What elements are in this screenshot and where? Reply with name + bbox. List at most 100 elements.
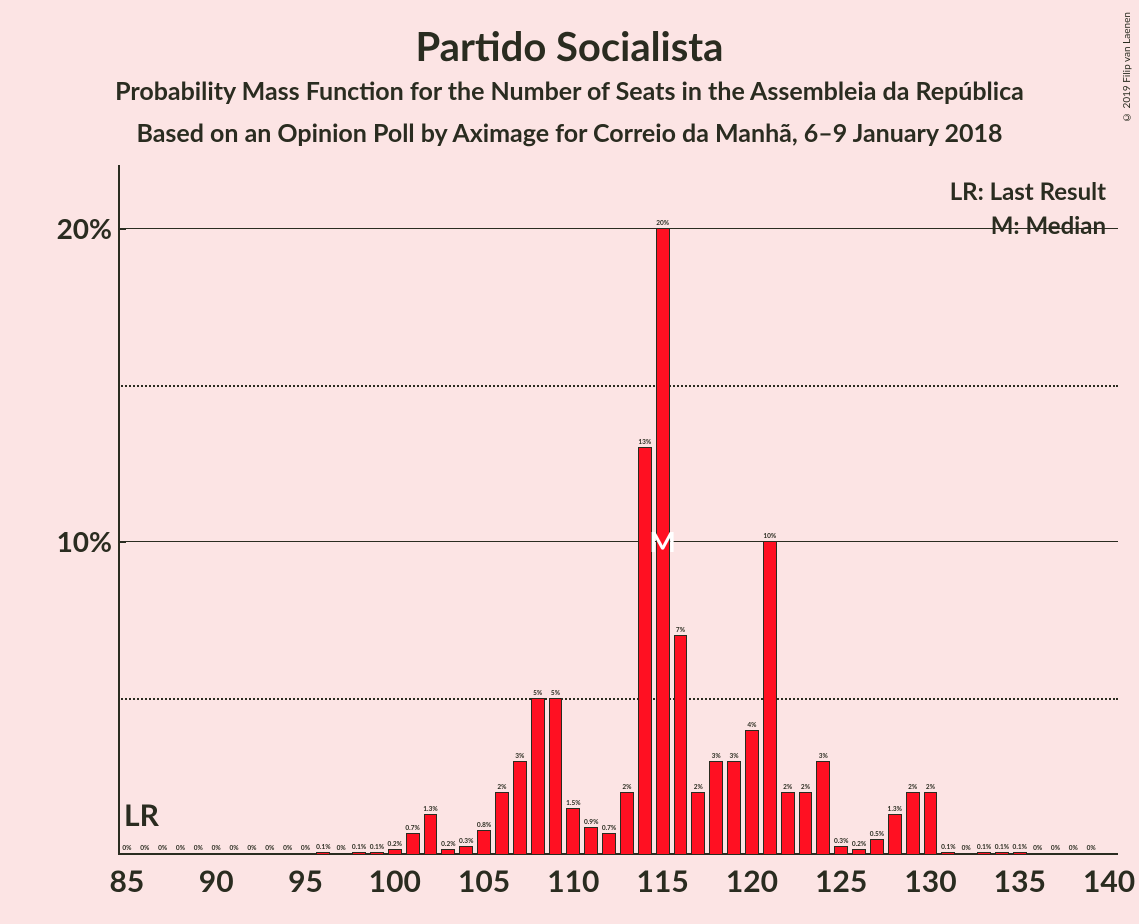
chart-subtitle2: Based on an Opinion Poll by Aximage for …	[0, 118, 1139, 148]
y-tick-label: 20%	[57, 211, 112, 245]
bar-value-label: 0%	[283, 845, 292, 852]
x-tick-label: 120	[726, 863, 778, 899]
x-tick-label: 90	[199, 863, 234, 899]
x-tick-label: 130	[904, 863, 956, 899]
x-tick-label: 110	[547, 863, 599, 899]
bar: 0%	[156, 854, 170, 855]
bar-value-label: 0.1%	[370, 844, 384, 851]
x-tick-label: 85	[110, 863, 145, 899]
bar-value-label: 0%	[158, 845, 167, 852]
gridline-minor	[118, 385, 1118, 387]
bar-value-label: 0%	[1051, 845, 1060, 852]
bar: 0%	[174, 854, 188, 855]
bar: 0%	[138, 854, 152, 855]
bar-value-label: 0%	[337, 845, 346, 852]
bar-value-label: 0%	[301, 845, 310, 852]
bar: 0%	[209, 854, 223, 855]
bar-value-label: 0%	[1087, 845, 1096, 852]
bar-value-label: 0.2%	[441, 841, 455, 848]
bar-value-label: 0%	[176, 845, 185, 852]
bar-value-label: 0.3%	[834, 838, 848, 845]
gridline-major	[118, 541, 1118, 542]
bar-value-label: 0.1%	[995, 844, 1009, 851]
bar: 2%	[906, 792, 920, 855]
bar: 0.1%	[370, 852, 384, 855]
bar: 1.3%	[888, 814, 902, 855]
bar-value-label: 0.7%	[405, 825, 419, 832]
bar-value-label: 0.1%	[941, 844, 955, 851]
bar-value-label: 3%	[712, 753, 721, 760]
bar: 0.9%	[584, 827, 598, 855]
bar: 7%	[674, 635, 688, 855]
chart-subtitle1: Probability Mass Function for the Number…	[0, 76, 1139, 106]
bar: 0.2%	[441, 849, 455, 855]
bar-value-label: 1.5%	[566, 800, 580, 807]
bar: 3%	[727, 761, 741, 855]
bar: 0%	[263, 854, 277, 855]
y-axis	[118, 165, 120, 855]
bar: 1.3%	[424, 814, 438, 855]
bar-value-label: 0.1%	[316, 844, 330, 851]
bar-value-label: 0%	[122, 845, 131, 852]
bar-value-label: 0.7%	[602, 825, 616, 832]
bar-value-label: 0.1%	[352, 844, 366, 851]
bar-value-label: 2%	[783, 784, 792, 791]
x-tick-label: 140	[1083, 863, 1135, 899]
bar: 2%	[691, 792, 705, 855]
bar: 0%	[245, 854, 259, 855]
bar-value-label: 3%	[819, 753, 828, 760]
bar-value-label: 2%	[497, 784, 506, 791]
gridline-minor	[118, 698, 1118, 700]
bar: 5%	[549, 698, 563, 855]
bar-value-label: 0%	[140, 845, 149, 852]
gridline-major	[118, 228, 1118, 229]
bar: 0.2%	[388, 849, 402, 855]
pmf-chart: Partido Socialista Probability Mass Func…	[0, 0, 1139, 924]
bar-value-label: 4%	[747, 722, 756, 729]
bar-value-label: 2%	[801, 784, 810, 791]
bar: 0%	[281, 854, 295, 855]
bar-value-label: 20%	[656, 220, 669, 227]
x-tick-label: 100	[369, 863, 421, 899]
bar: 10%	[763, 541, 777, 855]
copyright-note: © 2019 Filip van Laenen	[1121, 12, 1133, 123]
bar: 0.5%	[870, 839, 884, 855]
median-marker: M	[649, 524, 675, 558]
bar: 0.2%	[852, 849, 866, 855]
bar-value-label: 0.2%	[388, 841, 402, 848]
bar-value-label: 0.1%	[977, 844, 991, 851]
bar: 13%	[638, 447, 652, 855]
bar: 0.1%	[977, 852, 991, 855]
bar: 2%	[620, 792, 634, 855]
bar: 0.1%	[1013, 852, 1027, 855]
bar-value-label: 3%	[515, 753, 524, 760]
bar-value-label: 0%	[962, 845, 971, 852]
bar-value-label: 0.3%	[459, 838, 473, 845]
bar-value-label: 0%	[1069, 845, 1078, 852]
bar: 5%	[531, 698, 545, 855]
bar-value-label: 0.2%	[852, 841, 866, 848]
bar: 0%	[120, 854, 134, 855]
bar: 0.1%	[316, 852, 330, 855]
bar: 0.7%	[406, 833, 420, 855]
bar: 0%	[1031, 854, 1045, 855]
bar: 0%	[334, 854, 348, 855]
bar-value-label: 0%	[229, 845, 238, 852]
chart-title: Partido Socialista	[0, 22, 1139, 70]
bar: 3%	[816, 761, 830, 855]
bar-value-label: 2%	[694, 784, 703, 791]
bar-value-label: 2%	[926, 784, 935, 791]
bar-value-label: 0%	[212, 845, 221, 852]
bar: 0.8%	[477, 830, 491, 855]
bar: 2%	[799, 792, 813, 855]
bar: 0.3%	[834, 846, 848, 855]
bar-value-label: 0.1%	[1013, 844, 1027, 851]
bar: 3%	[513, 761, 527, 855]
bar-value-label: 0.5%	[870, 831, 884, 838]
bar: 0%	[1049, 854, 1063, 855]
bar-value-label: 0%	[247, 845, 256, 852]
y-tick-label: 10%	[57, 524, 112, 558]
last-result-marker: LR	[124, 797, 159, 833]
bar: 4%	[745, 730, 759, 855]
bar-value-label: 0.9%	[584, 819, 598, 826]
